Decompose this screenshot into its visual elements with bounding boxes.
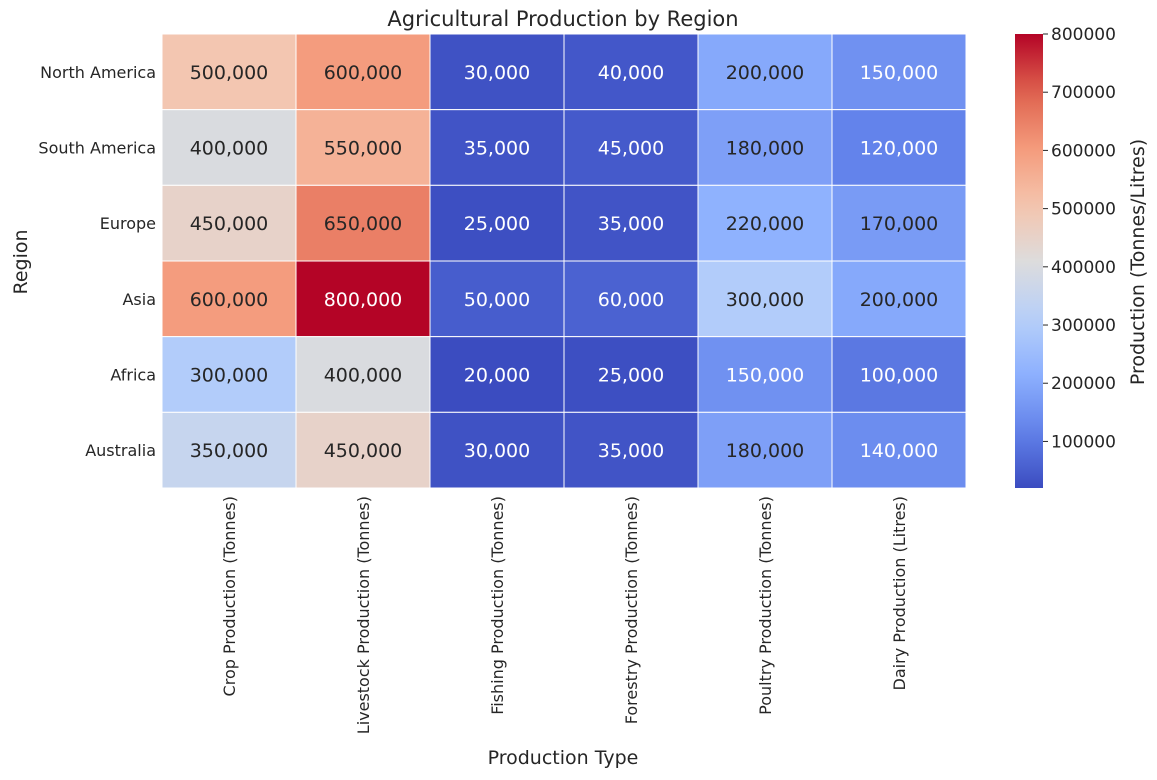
y-tick-label: North America — [40, 63, 156, 82]
y-tick-label: South America — [38, 139, 156, 158]
cell-value-label: 150,000 — [726, 365, 805, 387]
heatmap-cell — [161, 33, 297, 111]
cell-value-label: 20,000 — [464, 365, 530, 387]
heatmap-cell — [563, 109, 699, 186]
x-tick-labels: Crop Production (Tonnes) Livestock Produc… — [220, 496, 909, 734]
cell-value-label: 170,000 — [860, 213, 939, 235]
cell-value-label: 450,000 — [324, 440, 403, 462]
colorbar-tick-label: 100000 — [1051, 432, 1116, 452]
heatmap-cell — [161, 184, 297, 262]
heatmap-cell — [697, 336, 833, 413]
cell-value-label: 400,000 — [324, 365, 403, 387]
heatmap-cell — [563, 33, 699, 111]
x-tick-label: Fishing Production (Tonnes) — [488, 496, 507, 715]
colorbar-tick-label: 700000 — [1051, 83, 1116, 103]
x-tick-label: Livestock Production (Tonnes) — [354, 496, 373, 734]
x-axis-label: Production Type — [488, 747, 639, 769]
x-tick-label: Crop Production (Tonnes) — [220, 496, 239, 696]
colorbar-label: Production (Tonnes/Litres) — [1127, 139, 1149, 385]
cell-value-label: 450,000 — [190, 213, 269, 235]
heatmap-cell — [429, 33, 565, 111]
cell-value-label: 25,000 — [464, 213, 530, 235]
y-axis-label: Region — [10, 229, 32, 294]
y-tick-labels: North America South America Europe Asia Afri… — [38, 63, 156, 460]
cell-value-label: 30,000 — [464, 62, 530, 84]
colorbar — [1015, 34, 1043, 488]
heatmap-cell — [563, 336, 699, 413]
cell-value-label: 35,000 — [464, 138, 530, 160]
heatmap-cells: 500,000 600,000 30,000 40,000 200,000 150,000… — [161, 33, 967, 489]
cell-value-label: 180,000 — [726, 138, 805, 160]
cell-value-label: 150,000 — [860, 62, 939, 84]
cell-value-label: 500,000 — [190, 62, 269, 84]
cell-value-label: 220,000 — [726, 213, 805, 235]
colorbar-tick-label: 200000 — [1051, 374, 1116, 394]
y-tick-label: Asia — [122, 290, 156, 309]
cell-value-label: 200,000 — [860, 289, 939, 311]
cell-value-label: 40,000 — [598, 62, 664, 84]
heatmap-cell — [295, 184, 431, 262]
cell-value-label: 400,000 — [190, 138, 269, 160]
colorbar-tick-label: 500000 — [1051, 200, 1116, 220]
heatmap-cell — [563, 260, 699, 338]
cell-value-label: 25,000 — [598, 365, 664, 387]
colorbar-tick-label: 300000 — [1051, 316, 1116, 336]
heatmap-cell — [161, 336, 297, 413]
y-tick-label: Europe — [100, 214, 156, 233]
cell-value-label: 45,000 — [598, 138, 664, 160]
cell-value-label: 35,000 — [598, 440, 664, 462]
cell-value-label: 30,000 — [464, 440, 530, 462]
heatmap-cell — [295, 33, 431, 111]
cell-value-label: 350,000 — [190, 440, 269, 462]
heatmap-cell — [831, 260, 967, 338]
x-tick-label: Forestry Production (Tonnes) — [622, 496, 641, 724]
cell-value-label: 200,000 — [726, 62, 805, 84]
heatmap-cell — [563, 184, 699, 262]
y-tick-label: Australia — [85, 441, 156, 460]
heatmap-cell — [295, 109, 431, 186]
cell-value-label: 300,000 — [726, 289, 805, 311]
colorbar-ticks: 100000 200000 300000 400000 500000 600000 7000… — [1043, 25, 1116, 452]
cell-value-label: 650,000 — [324, 213, 403, 235]
cell-value-label: 600,000 — [324, 62, 403, 84]
cell-value-label: 120,000 — [860, 138, 939, 160]
colorbar-tick-label: 400000 — [1051, 258, 1116, 278]
colorbar-tick-label: 600000 — [1051, 141, 1116, 161]
cell-value-label: 100,000 — [860, 365, 939, 387]
cell-value-label: 300,000 — [190, 365, 269, 387]
heatmap-cell — [161, 260, 297, 338]
heatmap-cell — [831, 411, 967, 489]
heatmap-cell — [831, 33, 967, 111]
heatmap-cell — [697, 411, 833, 489]
cell-value-label: 800,000 — [324, 289, 403, 311]
x-tick-label: Dairy Production (Litres) — [890, 496, 909, 690]
heatmap-cell — [295, 260, 431, 338]
y-tick-label: Africa — [110, 366, 156, 385]
cell-value-label: 140,000 — [860, 440, 939, 462]
heatmap-cell — [697, 33, 833, 111]
cell-value-label: 60,000 — [598, 289, 664, 311]
colorbar-tick-label: 800000 — [1051, 25, 1116, 45]
heatmap-cell — [429, 184, 565, 262]
cell-value-label: 600,000 — [190, 289, 269, 311]
x-tick-label: Poultry Production (Tonnes) — [756, 496, 775, 715]
heatmap-cell — [831, 109, 967, 186]
heatmap-cell — [429, 336, 565, 413]
cell-value-label: 550,000 — [324, 138, 403, 160]
heatmap-cell — [697, 260, 833, 338]
cell-value-label: 50,000 — [464, 289, 530, 311]
heatmap-cell — [697, 184, 833, 262]
heatmap-cell — [831, 184, 967, 262]
heatmap-cell — [831, 336, 967, 413]
heatmap-cell — [161, 411, 297, 489]
chart-title: Agricultural Production by Region — [387, 7, 738, 31]
heatmap-cell — [563, 411, 699, 489]
heatmap-cell — [429, 260, 565, 338]
cell-value-label: 180,000 — [726, 440, 805, 462]
cell-value-label: 35,000 — [598, 213, 664, 235]
